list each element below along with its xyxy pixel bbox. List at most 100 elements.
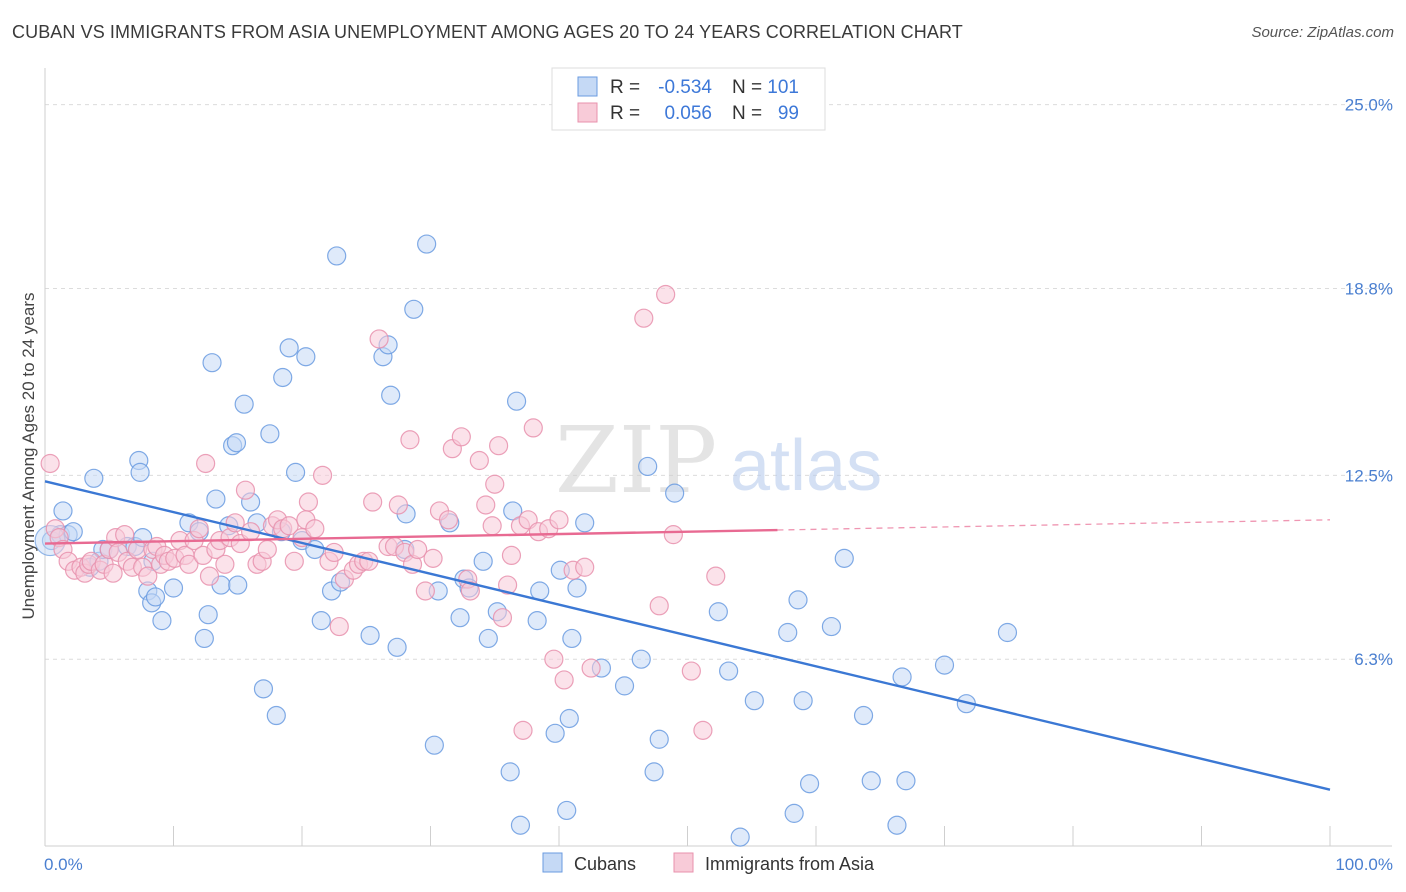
asia-point-77 xyxy=(438,510,459,530)
cubans-point-87 xyxy=(708,602,728,622)
cubans-point-36 xyxy=(260,424,280,444)
y-tick-label-3: 25.0% xyxy=(1345,96,1393,115)
legend-n-label-asia: N = xyxy=(732,103,762,124)
cubans-point-105 xyxy=(997,622,1018,643)
cubans-point-65 xyxy=(478,628,498,649)
cubans-point-81 xyxy=(614,676,635,696)
asia-point-102 xyxy=(634,308,654,328)
asia-point-85 xyxy=(485,474,505,494)
asia-point-38 xyxy=(215,554,235,574)
legend-r-label-cubans: R = xyxy=(610,77,640,98)
cubans-point-41 xyxy=(285,462,306,482)
asia-point-66 xyxy=(369,329,389,349)
asia-point-75 xyxy=(423,548,443,568)
y-tick-label-0: 6.3% xyxy=(1354,650,1393,669)
grid-lines xyxy=(45,104,1392,660)
asia-point-54 xyxy=(298,492,319,512)
asia-point-42 xyxy=(235,480,256,500)
watermark-zip: ZIP xyxy=(555,407,717,514)
cubans-point-13 xyxy=(130,462,150,482)
cubans-point-57 xyxy=(417,234,437,254)
asia-point-97 xyxy=(549,510,569,530)
asia-point-106 xyxy=(706,566,726,586)
cubans-point-2 xyxy=(53,501,73,521)
asia-point-91 xyxy=(513,720,533,740)
cubans-point-90 xyxy=(744,691,764,711)
asia-point-81 xyxy=(460,581,480,601)
cubans-point-49 xyxy=(360,625,380,646)
cubans-point-102 xyxy=(896,771,916,791)
asia-point-56 xyxy=(312,465,333,485)
legend-n-label-cubans: N = xyxy=(732,77,762,98)
cubans-point-47 xyxy=(327,246,347,266)
asia-point-0 xyxy=(40,453,60,474)
bottom-legend-swatch-asia xyxy=(673,852,694,873)
asia-point-69 xyxy=(388,495,408,515)
cubans-point-89 xyxy=(730,827,750,847)
cubans-point-75 xyxy=(557,800,577,821)
y-tick-label-2: 18.8% xyxy=(1345,280,1393,299)
asia-point-105 xyxy=(693,720,713,740)
cubans-point-64 xyxy=(473,551,493,571)
cubans-point-78 xyxy=(567,578,587,598)
legend-n-value-cubans: 101 xyxy=(767,77,799,98)
asia-point-13 xyxy=(103,563,123,583)
y-tick-label-1: 12.5% xyxy=(1345,466,1393,485)
bottom-legend-label-cubans: Cubans xyxy=(574,854,636,874)
cubans-point-82 xyxy=(631,649,651,669)
cubans-point-37 xyxy=(266,705,286,726)
asia-point-59 xyxy=(329,616,349,637)
cubans-point-61 xyxy=(450,608,470,628)
cubans-point-85 xyxy=(649,729,669,749)
cubans-point-99 xyxy=(861,771,881,791)
asia-point-74 xyxy=(415,581,435,601)
cubans-point-86 xyxy=(665,483,685,503)
cubans-point-73 xyxy=(545,723,565,743)
cubans-point-53 xyxy=(387,637,407,657)
bottom-legend-swatch-cubans xyxy=(542,852,563,873)
source-label: Source: ZipAtlas.com xyxy=(1251,24,1394,41)
asia-point-87 xyxy=(492,608,513,628)
trend-lines xyxy=(44,480,1331,791)
series-cubans-points xyxy=(34,234,1018,847)
cubans-point-26 xyxy=(206,489,226,509)
trend-line-cubans xyxy=(44,480,1331,791)
legend-swatch-cubans xyxy=(577,76,598,97)
legend-swatch-asia xyxy=(577,102,598,123)
asia-point-34 xyxy=(196,453,216,474)
cubans-point-52 xyxy=(381,385,401,405)
chart-title: CUBAN VS IMMIGRANTS FROM ASIA UNEMPLOYME… xyxy=(12,22,963,42)
cubans-point-31 xyxy=(228,575,248,595)
cubans-point-67 xyxy=(500,762,520,782)
cubans-point-92 xyxy=(784,803,804,823)
cubans-point-68 xyxy=(503,501,523,521)
asia-point-88 xyxy=(498,575,518,595)
cubans-point-7 xyxy=(84,468,104,488)
cubans-point-25 xyxy=(202,353,222,373)
cubans-point-100 xyxy=(887,815,907,835)
cubans-point-93 xyxy=(788,590,808,610)
asia-point-89 xyxy=(501,545,522,566)
watermark: ZIP atlas xyxy=(555,407,882,514)
cubans-point-77 xyxy=(562,628,582,649)
cubans-point-58 xyxy=(424,735,444,755)
cubans-point-45 xyxy=(311,611,331,631)
cubans-point-91 xyxy=(778,622,798,643)
cubans-point-32 xyxy=(234,394,254,414)
asia-point-73 xyxy=(408,539,428,560)
asia-point-30 xyxy=(179,554,199,574)
asia-point-104 xyxy=(681,661,701,681)
bottom-legend-label-asia: Immigrants from Asia xyxy=(705,854,875,874)
cubans-point-94 xyxy=(793,691,813,711)
cubans-point-97 xyxy=(834,548,854,568)
asia-point-100 xyxy=(575,557,595,577)
asia-point-83 xyxy=(476,495,496,515)
cubans-point-56 xyxy=(404,299,424,319)
asia-point-55 xyxy=(305,519,325,539)
cubans-point-23 xyxy=(194,628,214,649)
axes xyxy=(44,68,1392,847)
asia-point-32 xyxy=(189,519,209,539)
watermark-atlas: atlas xyxy=(730,426,882,506)
asia-point-21 xyxy=(138,566,158,586)
